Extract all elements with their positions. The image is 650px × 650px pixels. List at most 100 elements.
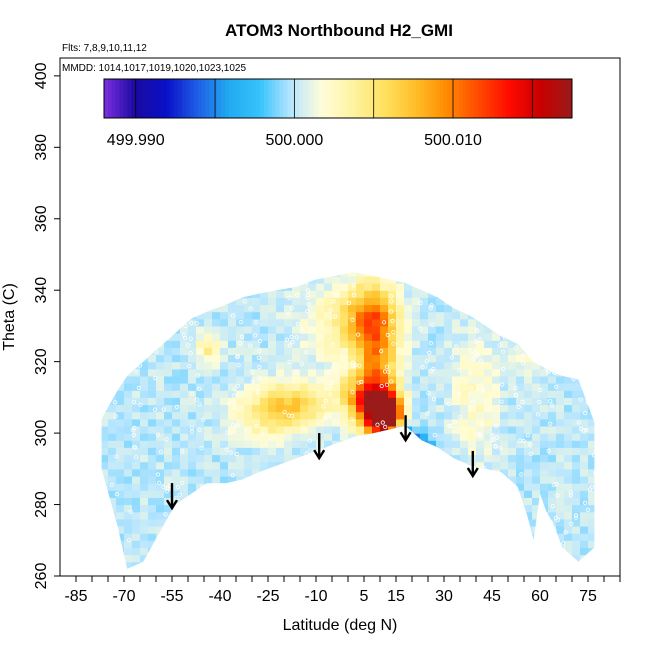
heatmap-cell [60,383,69,391]
heatmap-cell [404,497,413,506]
heatmap-cell [204,333,213,341]
heatmap-cell [244,340,253,348]
heatmap-cell [188,511,197,520]
flight-point [494,423,499,428]
heatmap-cell [460,311,469,320]
heatmap-cell [300,375,309,384]
heatmap-cell [460,354,469,363]
heatmap-cell [292,333,301,341]
heatmap-cell [252,418,261,427]
heatmap-cell [364,290,373,298]
heatmap-cell [204,511,213,520]
heatmap-cell [564,561,573,569]
heatmap-cell [172,325,181,334]
heatmap-cell [132,461,141,470]
heatmap-cell [324,375,333,384]
heatmap-cell [148,354,157,363]
heatmap-cell [380,411,389,420]
heatmap-cell [308,340,317,348]
heatmap-cell [588,569,597,577]
flight-point [491,507,496,513]
heatmap-cell [116,540,125,548]
heatmap-cell [460,333,469,341]
heatmap-cell [388,290,397,298]
heatmap-cell [124,476,133,484]
heatmap-cell [156,418,165,427]
heatmap-cell [572,497,581,506]
heatmap-cell [220,561,229,569]
heatmap-cell [132,297,141,306]
flight-point [193,278,199,283]
heatmap-cell [380,483,389,491]
heatmap-cell [324,411,333,420]
heatmap-cell [284,354,293,363]
heatmap-cell [556,533,565,541]
heatmap-cell [556,554,565,563]
heatmap-cell [572,554,581,563]
heatmap-cell [412,554,421,563]
heatmap-cell [492,272,501,277]
heatmap-cell [60,333,69,341]
heatmap-cell [524,447,533,456]
heatmap-cell [356,397,365,406]
heatmap-cell [564,297,573,306]
heatmap-cell [372,375,381,384]
heatmap-cell [564,375,573,384]
heatmap-cell [180,483,189,491]
heatmap-cell [124,468,133,477]
heatmap-cell [612,497,621,505]
heatmap-cell [380,554,389,563]
heatmap-cell [612,283,621,291]
heatmap-cell [348,347,357,356]
heatmap-cell [452,283,461,291]
heatmap-cell [372,368,381,377]
heatmap-cell [444,483,453,491]
heatmap-cell [124,390,133,398]
heatmap-cell [436,283,445,291]
heatmap-cell [84,490,93,498]
heatmap-cell [508,433,517,441]
heatmap-cell [564,418,573,427]
heatmap-cell [156,526,165,534]
heatmap-cell [140,404,149,413]
heatmap-cell [164,447,173,456]
heatmap-cell [68,390,77,398]
heatmap-cell [308,333,317,341]
heatmap-cell [540,526,549,534]
heatmap-cell [268,404,277,413]
heatmap-cell [84,447,93,455]
heatmap-cell [276,511,285,520]
heatmap-cell [348,272,357,277]
heatmap-cell [436,540,445,548]
heatmap-cell [380,255,389,263]
flight-point [505,312,510,317]
heatmap-cell [500,404,509,413]
heatmap-cell [236,504,245,513]
flight-point [385,332,390,338]
heatmap-cell [124,483,133,491]
heatmap-cell [396,476,405,484]
heatmap-cell [508,547,517,556]
flight-point [263,485,269,490]
heatmap-cell [428,533,437,541]
heatmap-cell [388,447,397,456]
heatmap-cell [452,533,461,541]
flight-point [374,495,380,501]
flight-point [577,304,583,309]
flight-point [520,309,526,314]
flight-point [229,492,234,497]
colorbar-swatch [564,79,569,118]
flight-point [260,432,265,437]
heatmap-cell [396,497,405,506]
colorbar-swatch [341,79,347,118]
heatmap-cell [316,354,325,363]
heatmap-cell [84,412,93,420]
heatmap-cell [316,325,325,334]
heatmap-cell [420,504,429,513]
heatmap-cell [356,461,365,470]
heatmap-cell [132,340,141,348]
heatmap-cell [76,290,85,298]
heatmap-cell [212,418,221,427]
heatmap-cell [572,468,581,477]
heatmap-cell [532,518,541,527]
